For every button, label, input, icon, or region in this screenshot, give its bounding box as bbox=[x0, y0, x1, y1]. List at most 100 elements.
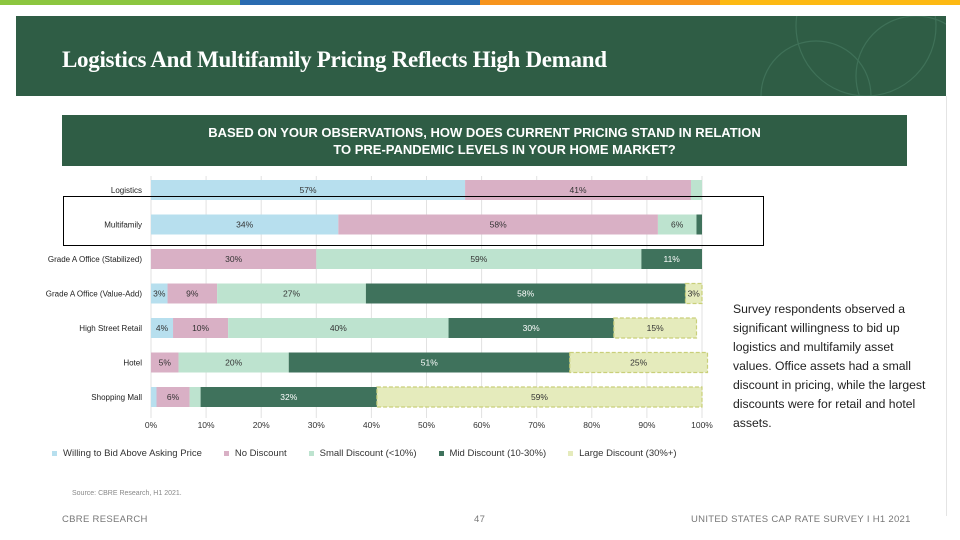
bar-segment-small bbox=[657, 214, 697, 235]
bar-segment-no_discount bbox=[173, 318, 229, 338]
category-label: Grade A Office (Stabilized) bbox=[48, 255, 142, 264]
legend-item-mid: Mid Discount (10-30%) bbox=[438, 448, 547, 459]
bar-segment-no_discount bbox=[465, 180, 691, 200]
multifamily-highlight-box bbox=[63, 196, 764, 246]
data-label: 6% bbox=[671, 220, 684, 230]
x-tick-label: 60% bbox=[473, 420, 490, 430]
legend-swatch bbox=[308, 451, 314, 456]
legend-label: Willing to Bid Above Asking Price bbox=[63, 448, 202, 459]
data-label: 10% bbox=[192, 323, 209, 333]
top-color-bar bbox=[0, 0, 960, 5]
data-label: 58% bbox=[490, 220, 507, 230]
source-note: Source: CBRE Research, H1 2021. bbox=[72, 490, 182, 497]
legend-swatch bbox=[52, 451, 57, 456]
footer-brand: CBRE RESEARCH bbox=[62, 514, 148, 525]
data-label: 3% bbox=[153, 289, 166, 299]
data-label: 34% bbox=[236, 220, 253, 230]
category-label: Shopping Mall bbox=[91, 393, 142, 402]
data-label: 3% bbox=[688, 289, 701, 299]
bar-segment-no_discount bbox=[151, 352, 179, 373]
x-tick-label: 100% bbox=[691, 420, 713, 430]
data-label: 51% bbox=[421, 358, 438, 368]
bar-segment-small bbox=[217, 283, 366, 304]
bar-segment-mid bbox=[696, 214, 702, 235]
category-label: Hotel bbox=[123, 359, 142, 368]
x-tick-label: 0% bbox=[145, 420, 158, 430]
data-label: 6% bbox=[167, 392, 180, 402]
bar-segment-mid bbox=[200, 387, 377, 407]
top-bar-yellow bbox=[720, 0, 960, 5]
bar-segment-small bbox=[178, 352, 289, 373]
data-label: 27% bbox=[283, 289, 300, 299]
category-label: Logistics bbox=[111, 186, 142, 195]
footer-report-title: UNITED STATES CAP RATE SURVEY I H1 2021 bbox=[691, 514, 911, 525]
side-commentary: Survey respondents observed a significan… bbox=[733, 302, 926, 430]
x-tick-label: 80% bbox=[583, 420, 600, 430]
data-label: 30% bbox=[225, 254, 242, 264]
data-label: 9% bbox=[186, 289, 199, 299]
x-tick-label: 70% bbox=[528, 420, 545, 430]
data-label: 30% bbox=[523, 323, 540, 333]
bar-segment-no_discount bbox=[156, 387, 190, 407]
question-banner: BASED ON YOUR OBSERVATIONS, HOW DOES CUR… bbox=[62, 115, 907, 166]
legend-label: No Discount bbox=[234, 448, 287, 459]
bar-segment-small bbox=[189, 387, 201, 407]
legend-swatch bbox=[223, 451, 229, 456]
data-label: 32% bbox=[280, 392, 297, 402]
data-label: 57% bbox=[300, 185, 317, 195]
bar-segment-no_discount bbox=[151, 249, 317, 269]
slide-header: Logistics And Multifamily Pricing Reflec… bbox=[16, 16, 946, 96]
bar-segment-large bbox=[684, 282, 703, 305]
footer-page-number: 47 bbox=[474, 514, 486, 525]
data-label: 41% bbox=[570, 185, 587, 195]
question-line-2: TO PRE-PANDEMIC LEVELS IN YOUR HOME MARK… bbox=[333, 142, 676, 157]
data-label: 11% bbox=[663, 254, 680, 264]
bar-segment-mid bbox=[641, 249, 702, 269]
header-decoration bbox=[760, 16, 946, 96]
data-label: 59% bbox=[470, 254, 487, 264]
top-bar-orange bbox=[480, 0, 720, 5]
x-tick-label: 10% bbox=[198, 420, 215, 430]
bar-segment-large bbox=[613, 317, 698, 339]
legend-label: Small Discount (<10%) bbox=[319, 448, 417, 459]
data-label: 5% bbox=[159, 358, 172, 368]
legend-label: Mid Discount (10-30%) bbox=[449, 448, 547, 459]
data-label: 4% bbox=[156, 323, 169, 333]
data-label: 40% bbox=[330, 323, 347, 333]
bar-segment-willing bbox=[151, 214, 339, 235]
data-label: 59% bbox=[531, 392, 548, 402]
top-bar-blue bbox=[240, 0, 480, 5]
data-label: 58% bbox=[517, 289, 534, 299]
x-tick-label: 30% bbox=[308, 420, 325, 430]
legend-item-willing: Willing to Bid Above Asking Price bbox=[52, 448, 202, 459]
x-tick-label: 20% bbox=[253, 420, 270, 430]
bar-segment-willing bbox=[151, 318, 174, 338]
legend-item-small: Small Discount (<10%) bbox=[308, 448, 417, 459]
right-divider bbox=[946, 96, 947, 516]
category-label: High Street Retail bbox=[79, 324, 142, 333]
bar-segment-willing bbox=[151, 283, 168, 304]
legend-swatch bbox=[438, 451, 444, 456]
bar-segment-small bbox=[228, 318, 449, 338]
bar-segment-mid bbox=[365, 283, 686, 304]
bar-segment-small bbox=[690, 180, 702, 200]
data-label: 15% bbox=[647, 323, 664, 333]
bar-segment-willing bbox=[151, 387, 157, 407]
bar-segment-small bbox=[316, 249, 642, 269]
slide-title: Logistics And Multifamily Pricing Reflec… bbox=[62, 47, 607, 72]
bar-segment-willing bbox=[151, 180, 466, 200]
bar-segment-mid bbox=[448, 318, 614, 338]
data-label: 20% bbox=[225, 358, 242, 368]
chart-legend: Willing to Bid Above Asking Price No Disc… bbox=[52, 448, 699, 459]
stacked-bar-chart: 0% 10% 20% 30% 40% 50% 60% 70% 80% 90% 100% Logisti… bbox=[46, 176, 713, 430]
bar-segment-no_discount bbox=[167, 283, 218, 304]
x-tick-label: 90% bbox=[638, 420, 655, 430]
legend-label: Large Discount (30%+) bbox=[579, 448, 677, 459]
legend-item-large: Large Discount (30%+) bbox=[568, 448, 677, 459]
bar-segment-mid bbox=[288, 352, 570, 373]
legend-item-no_discount: No Discount bbox=[223, 448, 287, 459]
top-bar-green bbox=[0, 0, 240, 5]
data-label: 25% bbox=[630, 358, 647, 368]
category-label: Multifamily bbox=[104, 221, 142, 230]
x-tick-label: 50% bbox=[418, 420, 435, 430]
